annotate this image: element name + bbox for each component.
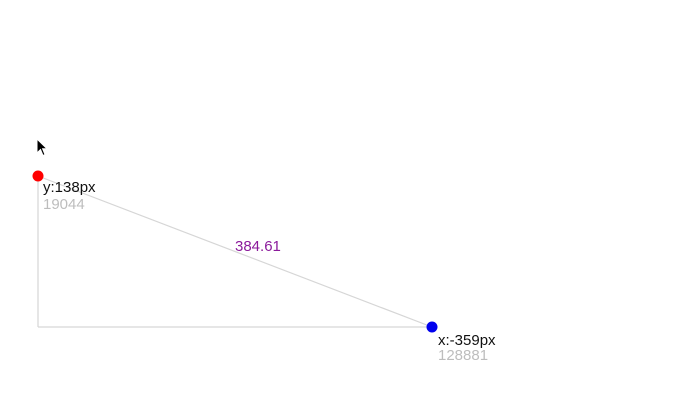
red-point-y-label: y:138px	[43, 179, 96, 196]
red-point-squared-value: 19044	[43, 196, 85, 213]
hypotenuse-line	[37, 175, 433, 328]
blue-point-squared-value: 128881	[438, 347, 489, 364]
blue-point-handle[interactable]	[426, 321, 438, 333]
mouse-pointer-icon	[36, 138, 48, 157]
red-point-handle[interactable]	[32, 170, 44, 182]
distance-label: 384.61	[235, 238, 281, 255]
blue-point-x-label: x:-359px	[438, 332, 496, 349]
